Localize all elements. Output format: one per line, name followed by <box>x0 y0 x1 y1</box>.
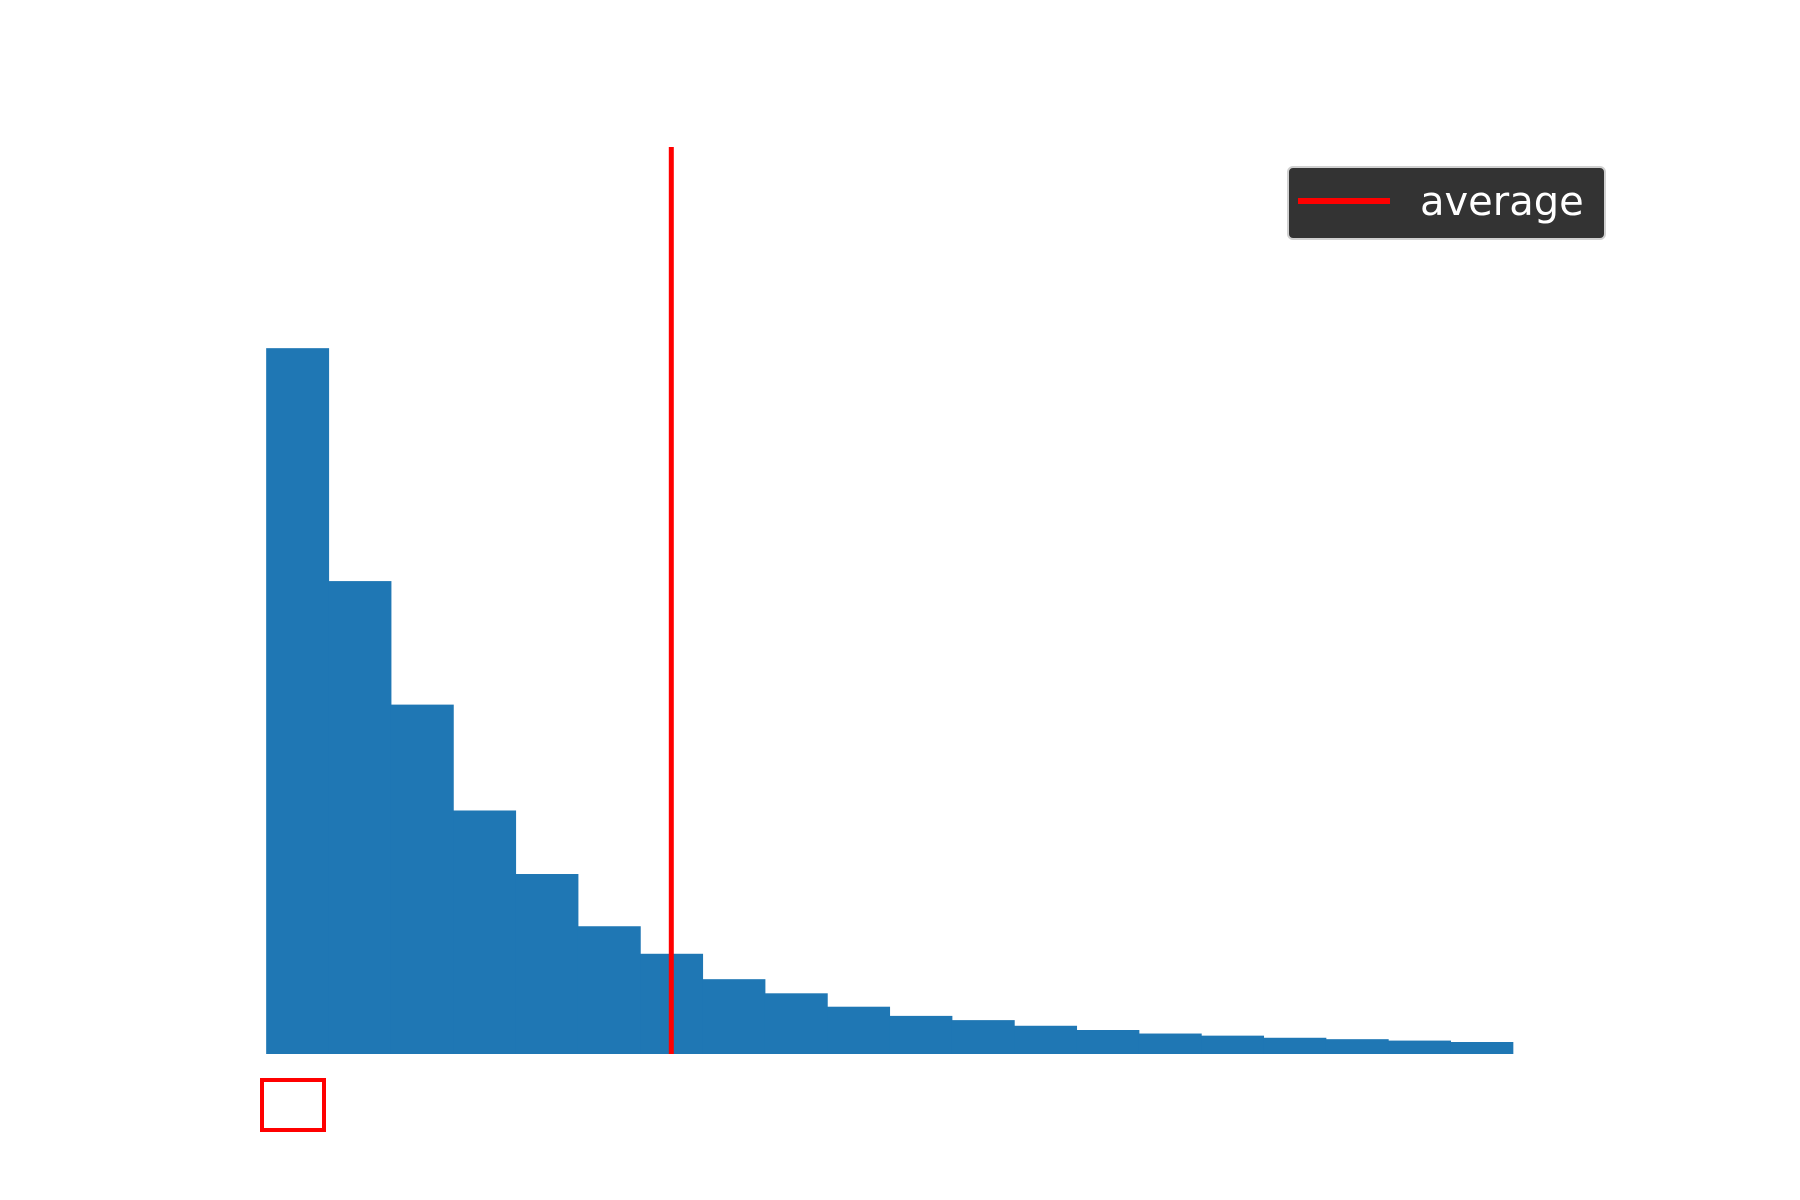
histogram-bar <box>1325 1039 1389 1054</box>
legend-box <box>1287 166 1606 240</box>
histogram-bar <box>1138 1033 1202 1054</box>
histogram-bar <box>1076 1030 1140 1054</box>
histogram-bar <box>515 874 579 1054</box>
histogram-bar <box>453 810 517 1054</box>
histogram-bar <box>764 993 828 1054</box>
histogram-bar <box>328 581 392 1054</box>
highlight-box <box>260 1078 326 1132</box>
legend-label-average: average <box>1420 179 1584 225</box>
histogram-bar <box>827 1006 891 1054</box>
histogram-bar <box>1201 1035 1265 1054</box>
histogram-bar <box>577 926 641 1054</box>
legend: average <box>1287 166 1606 240</box>
histogram-bar <box>951 1020 1015 1054</box>
histogram-bar <box>1388 1040 1452 1054</box>
histogram-bar <box>1263 1037 1327 1054</box>
histogram-bar <box>390 704 454 1054</box>
histogram-bar <box>889 1015 953 1054</box>
histogram-bar <box>1014 1025 1078 1054</box>
histogram-bar <box>1450 1042 1514 1054</box>
histogram-bar <box>702 979 766 1054</box>
histogram-bars <box>266 348 1514 1054</box>
histogram-bar <box>266 348 330 1054</box>
